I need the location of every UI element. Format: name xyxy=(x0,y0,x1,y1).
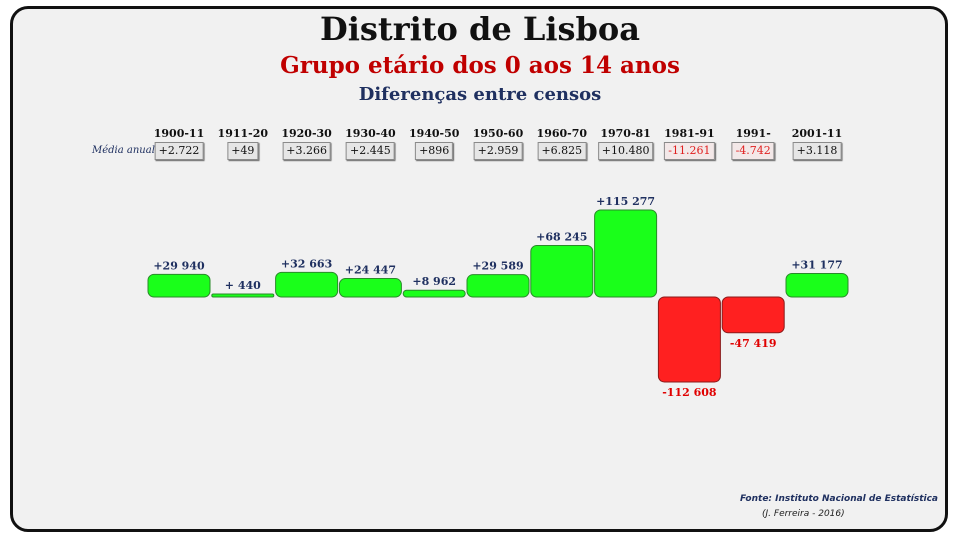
annual-average-box: +10.480 xyxy=(597,142,654,160)
period-label: 1950-60 xyxy=(472,127,524,140)
annual-average-box: +2.722 xyxy=(154,142,204,160)
period-label: 1900-11 xyxy=(153,127,205,140)
period-label: 1930-40 xyxy=(345,127,396,140)
bar-value-label: +29 589 xyxy=(472,260,523,273)
bar xyxy=(275,271,339,298)
annual-average-box: +3.118 xyxy=(792,142,842,160)
bar xyxy=(785,272,849,298)
chart-frame xyxy=(10,6,948,532)
bar-value-label: +24 447 xyxy=(345,264,396,277)
period-label: 1970-81 xyxy=(600,127,651,140)
bar xyxy=(530,244,594,298)
annual-average-box: +6.825 xyxy=(537,142,587,160)
bar xyxy=(338,278,402,298)
bar-value-label: -112 608 xyxy=(662,386,717,399)
period-label: 1981-91 xyxy=(664,127,715,140)
period-label: 2001-11 xyxy=(791,127,843,140)
period-label: 1940-50 xyxy=(408,127,460,140)
source-note: Fonte: Instituto Nacional de Estatística xyxy=(739,494,938,504)
bar xyxy=(594,209,658,298)
bar-value-label: +31 177 xyxy=(791,258,842,271)
bar-value-label: +68 245 xyxy=(536,230,587,243)
annual-average-box: +49 xyxy=(227,142,259,160)
author-note: (J. Ferreira - 2016) xyxy=(762,509,845,519)
chart-subtitle: Grupo etário dos 0 aos 14 anos xyxy=(280,52,680,79)
bar-value-label: +29 940 xyxy=(153,259,205,272)
bar-value-label: +115 277 xyxy=(596,195,655,208)
bar xyxy=(147,273,211,298)
annual-average-label: Média anual xyxy=(92,145,155,156)
annual-average-box: -4.742 xyxy=(731,142,775,160)
period-label: 1920-30 xyxy=(281,127,332,140)
chart-title: Distrito de Lisboa xyxy=(320,10,640,48)
bar xyxy=(211,293,275,298)
bar-value-label: + 440 xyxy=(225,279,261,292)
annual-average-box: +3.266 xyxy=(282,142,331,160)
period-label: 1911-20 xyxy=(217,127,269,140)
bar xyxy=(402,289,466,298)
bar xyxy=(657,296,721,383)
period-label: 1960-70 xyxy=(536,127,588,140)
bar xyxy=(721,296,785,334)
annual-average-box: +896 xyxy=(415,142,454,160)
bar-value-label: +8 962 xyxy=(412,275,456,288)
annual-average-box: +2.959 xyxy=(473,142,523,160)
bar-value-label: -47 419 xyxy=(730,337,777,350)
annual-average-box: -11.261 xyxy=(664,142,715,160)
annual-average-box: +2.445 xyxy=(346,142,395,160)
bar xyxy=(466,274,530,298)
chart-subsubtitle: Diferenças entre censos xyxy=(358,84,602,105)
bar-value-label: +32 663 xyxy=(281,257,332,270)
